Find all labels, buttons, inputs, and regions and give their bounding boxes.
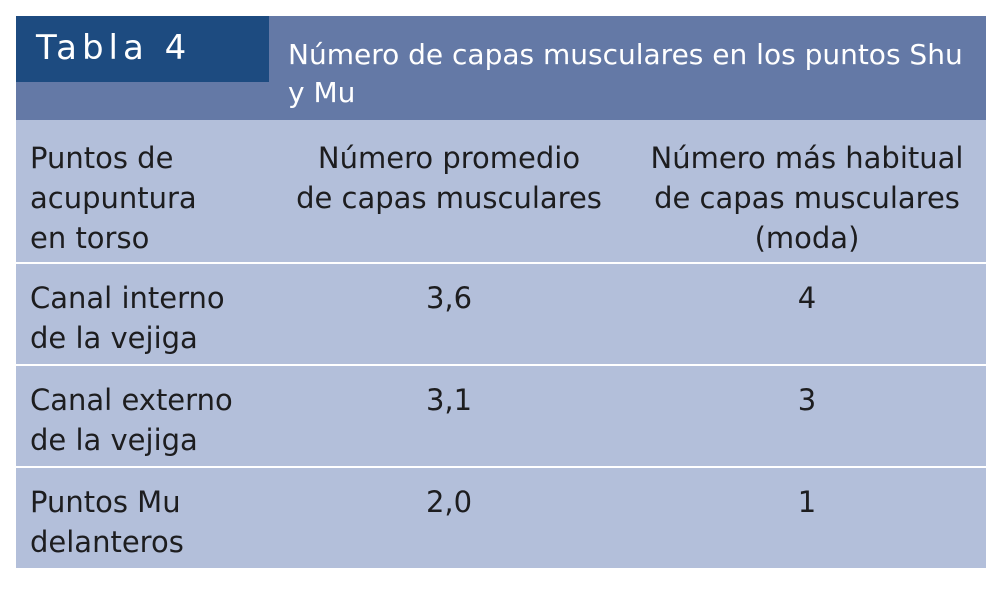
table-title: Número de capas musculares en los puntos… [288, 38, 963, 109]
row-mode-value: 1 [797, 485, 817, 519]
row-point-name: Puntos Mu delanteros [30, 485, 184, 559]
column-header-points: Puntos de acupuntura en torso [30, 141, 197, 255]
row-divider [16, 364, 986, 366]
row-average-value: 2,0 [425, 485, 473, 519]
data-table: Tabla 4 Número de capas musculares en lo… [16, 16, 986, 568]
row-mode-value: 3 [797, 383, 817, 417]
row-mode-value: 4 [797, 281, 817, 315]
column-header-average: Número promedio de capas musculares [296, 141, 602, 215]
row-point-name: Canal interno de la vejiga [30, 281, 225, 355]
column-header-mode: Número más habitual de capas musculares … [650, 141, 964, 255]
row-point-name: Canal externo de la vejiga [30, 383, 233, 457]
table-number-label: Tabla 4 [16, 16, 269, 82]
row-average-value: 3,6 [425, 281, 473, 315]
row-average-value: 3,1 [425, 383, 473, 417]
row-divider [16, 466, 986, 468]
row-divider [16, 262, 986, 264]
table-header-band: Tabla 4 Número de capas musculares en lo… [16, 16, 986, 120]
